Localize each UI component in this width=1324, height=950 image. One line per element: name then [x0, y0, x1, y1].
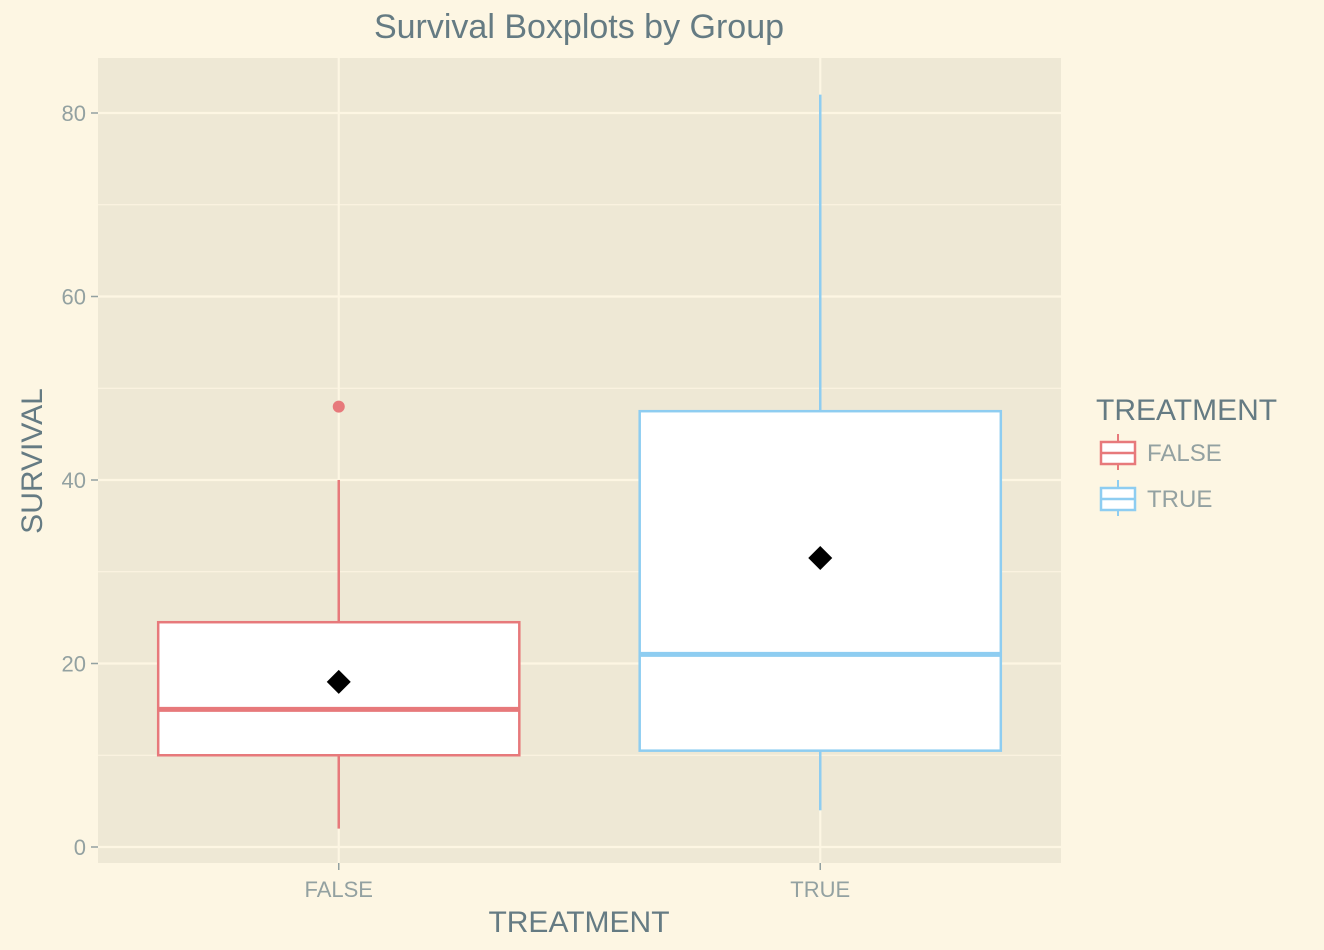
legend: TREATMENT FALSE TRUE: [1096, 394, 1277, 516]
legend-label: TRUE: [1147, 486, 1212, 513]
mean-marker: [808, 545, 833, 570]
y-tick-label: 80: [62, 101, 86, 126]
y-tick-label: 20: [62, 652, 86, 677]
boxplot-false: [156, 400, 521, 829]
legend-label: FALSE: [1147, 440, 1222, 467]
boxplots: [156, 94, 1003, 829]
x-axis: FALSE TRUE: [305, 863, 850, 902]
y-tick-label: 40: [62, 468, 86, 493]
y-tick-label: 60: [62, 285, 86, 310]
legend-title: TREATMENT: [1096, 394, 1277, 427]
outlier-point: [332, 400, 345, 413]
chart-title: Survival Boxplots by Group: [374, 8, 784, 46]
legend-item-true: TRUE: [1099, 480, 1212, 516]
legend-item-false: FALSE: [1099, 434, 1222, 470]
y-axis: 0 20 40 60 80: [62, 101, 98, 860]
mean-marker: [326, 669, 351, 694]
box: [638, 409, 1003, 752]
x-axis-title: TREATMENT: [488, 906, 669, 939]
boxplot-true: [638, 94, 1003, 811]
y-tick-label: 0: [74, 835, 86, 860]
x-tick-label: TRUE: [790, 877, 850, 902]
y-axis-title: SURVIVAL: [16, 388, 49, 534]
x-tick-label: FALSE: [305, 877, 373, 902]
